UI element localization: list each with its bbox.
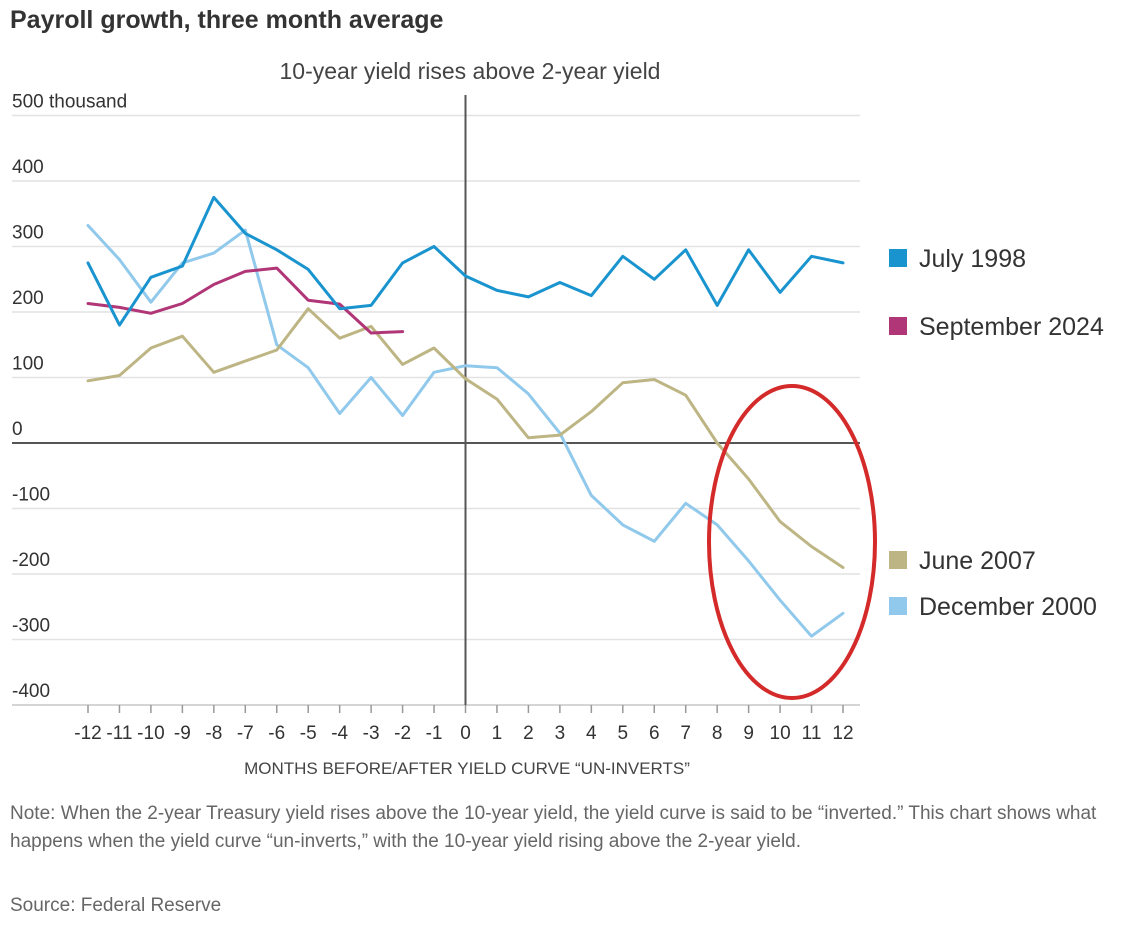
x-tick-label: -10	[137, 723, 164, 744]
payroll-line-chart: 500 thousand4003002001000-100-200-300-40…	[12, 58, 1104, 778]
uninvert-annotation: 10-year yield rises above 2-year yield	[280, 58, 661, 84]
x-tick-label: 9	[743, 723, 754, 744]
y-tick-label: 200	[12, 288, 44, 309]
series-line-july-1998	[86, 195, 845, 327]
legend: July 1998 September 2024 June 2007 December…	[889, 245, 1104, 621]
y-tick-labels: 500 thousand 400 300 200 100 0 -100 -200 -300 -40…	[12, 92, 127, 703]
axes	[12, 95, 860, 706]
y-tick-label: -200	[12, 550, 50, 571]
x-tick-label: -7	[237, 723, 254, 744]
x-tick-label: -3	[363, 723, 380, 744]
x-tick-label: -6	[268, 723, 285, 744]
y-tick-label: -100	[12, 485, 50, 506]
x-tick-label: 5	[618, 723, 629, 744]
y-tick-label: 500 thousand	[12, 92, 127, 113]
legend-swatch	[889, 597, 907, 615]
y-tick-label: 300	[12, 223, 44, 244]
x-axis-title: MONTHS BEFORE/AFTER YIELD CURVE “UN-INVE…	[244, 759, 690, 778]
y-tick-label: 0	[12, 419, 23, 440]
series-line-december-2000	[86, 224, 845, 638]
x-tick-label: 12	[832, 723, 853, 744]
series-lines	[86, 195, 845, 638]
x-tick-label: -2	[394, 723, 411, 744]
annotations: 10-year yield rises above 2-year yield	[280, 58, 877, 700]
x-tick-label: 1	[492, 723, 503, 744]
chart-title: Payroll growth, three month average	[10, 6, 444, 34]
legend-label: June 2007	[919, 547, 1036, 575]
y-tick-label: 100	[12, 354, 44, 375]
legend-swatch	[889, 317, 907, 335]
x-tick-label: 0	[460, 723, 471, 744]
x-tick-label: -4	[331, 723, 348, 744]
y-tick-label: -300	[12, 616, 50, 637]
x-tick-label: 7	[680, 723, 691, 744]
legend-label: July 1998	[919, 245, 1026, 273]
x-tick-label: -11	[106, 723, 132, 744]
x-tick-label: 4	[586, 723, 597, 744]
x-tick-label: -8	[205, 723, 222, 744]
x-tick-label: 8	[712, 723, 723, 744]
chart-note: Note: When the 2-year Treasury yield ris…	[10, 803, 1097, 852]
x-tick-label: -9	[174, 723, 191, 744]
x-tick-label: -12	[74, 723, 101, 744]
y-tick-label: 400	[12, 157, 44, 178]
legend-label: December 2000	[919, 593, 1097, 621]
legend-swatch	[889, 551, 907, 569]
x-tick-label: -1	[426, 723, 443, 744]
chart-source: Source: Federal Reserve	[10, 895, 222, 916]
x-tick-label: 6	[649, 723, 660, 744]
series-line-september-2024	[86, 266, 405, 335]
x-tick-labels: -12 -11 -10 -9 -8 -7 -6 -5 -4 -3 -2 -1 0 1 2 3 4 5 6 7 8 9 10 1…	[74, 705, 854, 778]
legend-swatch	[889, 249, 907, 267]
x-tick-label: 10	[770, 723, 791, 744]
x-tick-label: 11	[802, 723, 822, 744]
y-tick-label: -400	[12, 681, 50, 702]
x-tick-label: -5	[300, 723, 317, 744]
series-line-june-2007	[86, 307, 845, 569]
legend-label: September 2024	[919, 313, 1104, 341]
highlight-ellipse	[707, 384, 877, 700]
x-tick-label: 2	[523, 723, 534, 744]
grid-lines	[12, 114, 860, 706]
x-tick-label: 3	[555, 723, 566, 744]
